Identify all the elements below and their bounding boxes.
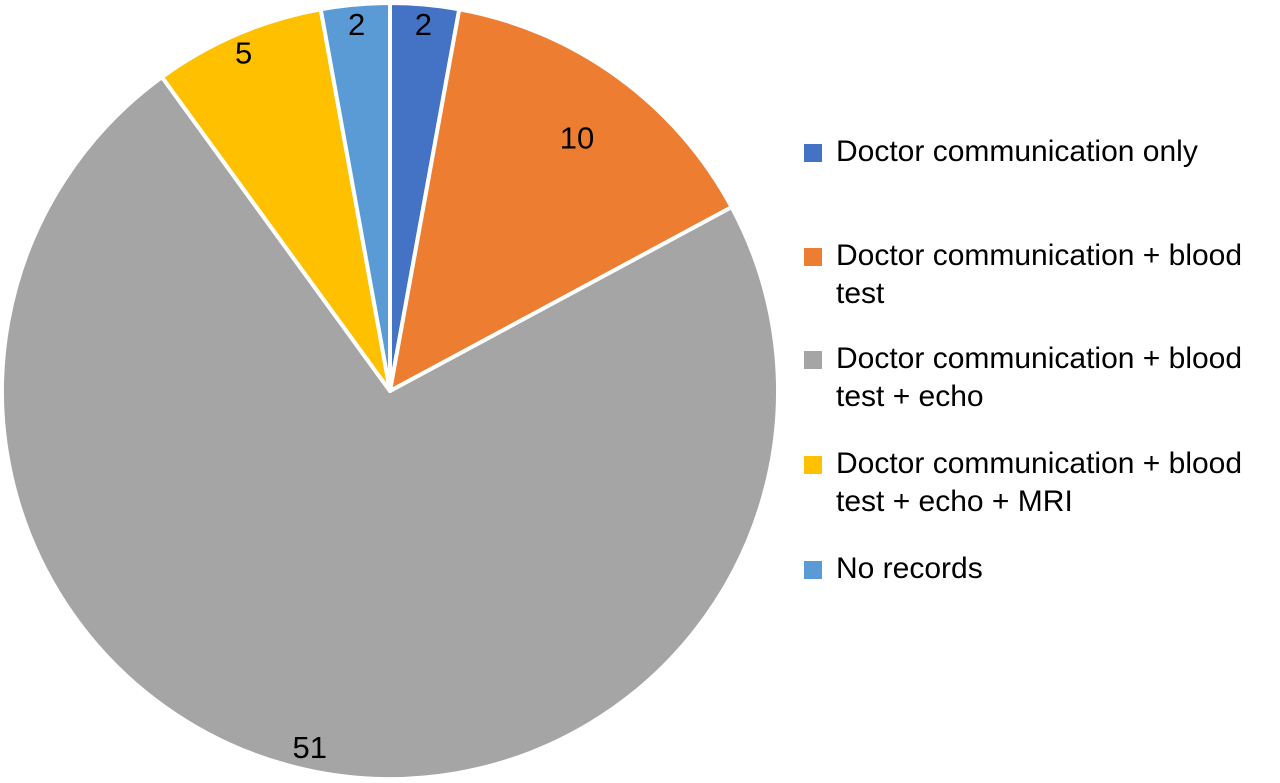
- slice-data-label: 2: [348, 7, 365, 42]
- legend-label: No records: [836, 552, 983, 585]
- legend-swatch: [804, 561, 822, 579]
- legend-item-doctor-communication-only: Doctor communication only: [804, 133, 1276, 171]
- pie-slice: [388, 7, 734, 393]
- legend-swatch: [804, 144, 822, 162]
- pie-slice: [0, 75, 780, 781]
- legend-item-blood-test: Doctor communication + blood test: [804, 237, 1276, 313]
- slice-data-label: 5: [235, 35, 252, 70]
- legend-item-blood-test-echo: Doctor communication + blood test + echo: [804, 340, 1276, 416]
- legend-label: Doctor communication + blood test + echo: [836, 342, 1243, 413]
- legend-label: Doctor communication only: [836, 135, 1198, 168]
- legend-label: Doctor communication + blood test + echo…: [836, 447, 1243, 518]
- legend-item-blood-test-echo-mri: Doctor communication + blood test + echo…: [804, 445, 1276, 521]
- pie-slice: [159, 7, 392, 393]
- legend-swatch: [804, 351, 822, 369]
- slice-data-label: 10: [560, 121, 594, 156]
- legend-item-no-records: No records: [804, 550, 1276, 588]
- slice-data-label: 2: [415, 7, 432, 42]
- slice-data-label: 51: [292, 730, 326, 765]
- legend-label: Doctor communication + blood test: [836, 239, 1243, 310]
- legend-swatch: [804, 456, 822, 474]
- legend-swatch: [804, 248, 822, 266]
- pie-slice: [318, 1, 392, 393]
